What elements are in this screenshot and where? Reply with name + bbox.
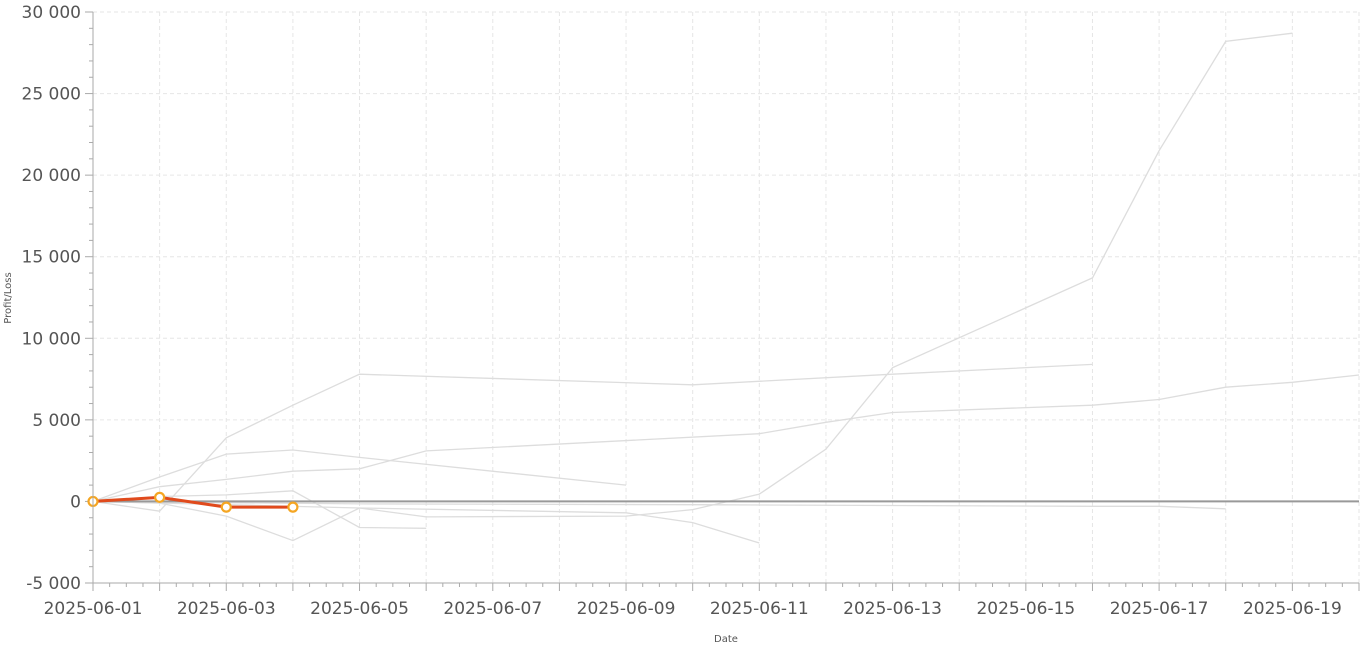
- x-tick-label: 2025-06-01: [44, 599, 143, 619]
- x-tick-label: 2025-06-13: [843, 599, 942, 619]
- x-tick-label: 2025-06-11: [710, 599, 809, 619]
- highlight-series-point: [154, 491, 166, 503]
- axes: [92, 12, 1359, 584]
- series-line: [92, 500, 1226, 510]
- y-tick-label: -5 000: [26, 574, 81, 594]
- series-line: [92, 363, 1093, 512]
- x-tick-label: 2025-06-09: [577, 599, 676, 619]
- y-tick-label: 20 000: [22, 166, 81, 186]
- x-tick-label: 2025-06-17: [1110, 599, 1209, 619]
- y-tick-label: 25 000: [22, 85, 81, 105]
- y-axis-title: Profit/Loss: [3, 272, 14, 323]
- series-line: [92, 500, 760, 544]
- y-tick-label: 10 000: [22, 329, 81, 349]
- y-tick-label: 5 000: [32, 411, 81, 431]
- series-line: [92, 490, 427, 529]
- series-line: [92, 32, 1293, 542]
- minor-ticks: [85, 11, 1360, 591]
- y-tick-label: 30 000: [22, 3, 81, 23]
- x-tick-label: 2025-06-05: [310, 599, 409, 619]
- tick-labels: -5 000 0 5 000 10 000 15 000 20 000 25 000 30 0…: [22, 3, 1342, 619]
- x-axis-title: Date: [714, 634, 738, 645]
- grid: [92, 11, 1360, 584]
- x-tick-label: 2025-06-03: [177, 599, 276, 619]
- series-line: [92, 374, 1360, 503]
- highlight-series-line: [92, 495, 293, 509]
- series-line: [92, 449, 627, 503]
- x-tick-label: 2025-06-15: [976, 599, 1075, 619]
- y-tick-label: 0: [70, 492, 81, 512]
- highlight-series-point: [220, 501, 232, 513]
- y-tick-label: 15 000: [22, 248, 81, 268]
- x-tick-label: 2025-06-07: [443, 599, 542, 619]
- highlight-series-point: [287, 501, 299, 513]
- series-lines: [92, 32, 1360, 544]
- x-tick-label: 2025-06-19: [1243, 599, 1342, 619]
